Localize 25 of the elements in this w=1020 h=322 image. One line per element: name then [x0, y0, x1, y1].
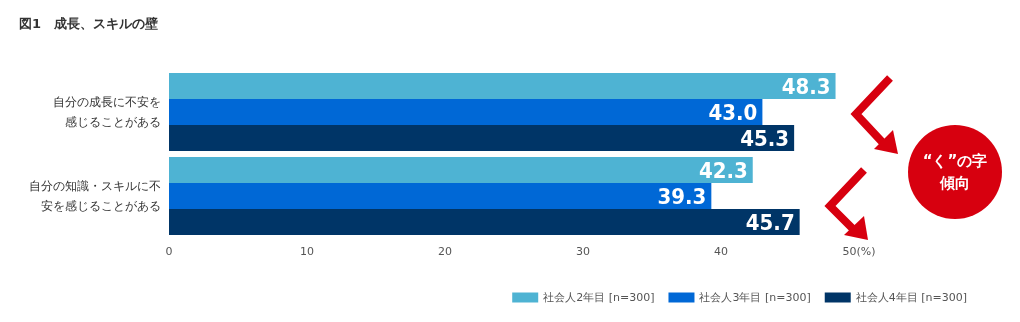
data-label: 45.7 [745, 209, 795, 235]
x-tick-label: 50(%) [842, 245, 876, 258]
data-label: 48.3 [781, 73, 831, 99]
bar [169, 209, 800, 235]
y-tick-label: 自分の成長に不安を感じることがある [53, 95, 161, 129]
x-tick-label: 30 [576, 245, 590, 258]
bar [169, 125, 795, 151]
data-label: 43.0 [708, 99, 758, 125]
bar [169, 183, 712, 209]
x-tick-label: 20 [438, 245, 452, 258]
x-tick-label: 40 [714, 245, 728, 258]
x-tick-label: 0 [165, 245, 173, 258]
bar [169, 73, 836, 99]
y-tick-label: 自分の知識・スキルに不安を感じることがある [29, 179, 161, 213]
data-label: 42.3 [698, 157, 748, 183]
legend-label: 社会人2年目 [n=300] [543, 291, 655, 304]
chart-title: 図1 成長、スキルの壁 [19, 16, 159, 31]
bar [169, 157, 753, 183]
x-tick-label: 10 [300, 245, 314, 258]
legend-label: 社会人3年目 [n=300] [699, 291, 811, 304]
circle-badge: “く”の字傾向 [908, 125, 1002, 219]
data-label: 45.3 [740, 125, 790, 151]
legend-label: 社会人4年目 [n=300] [855, 291, 967, 304]
data-label: 39.3 [657, 183, 707, 209]
bar [169, 99, 763, 125]
